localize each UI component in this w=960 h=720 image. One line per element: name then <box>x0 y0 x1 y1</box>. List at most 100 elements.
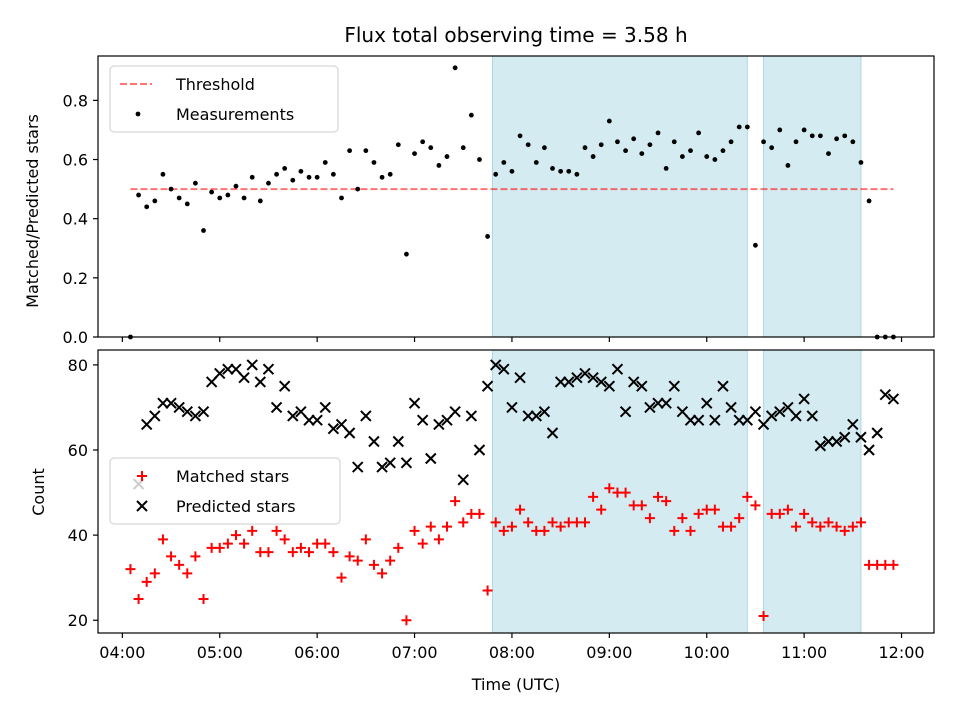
bottom-shaded-interval-2 <box>763 350 862 633</box>
predicted-marker <box>157 397 169 409</box>
predicted-marker <box>709 414 721 426</box>
top-y-axis-label: Matched/Predicted stars <box>23 114 42 308</box>
predicted-marker <box>319 401 331 414</box>
data-point <box>501 160 507 165</box>
predicted-marker <box>384 457 396 469</box>
matched-marker <box>401 615 412 626</box>
predicted-marker <box>603 380 616 392</box>
data-point <box>485 234 490 239</box>
data-point <box>615 139 620 145</box>
predicted-marker <box>636 380 648 392</box>
predicted-marker <box>587 371 599 384</box>
bottom-panel: Count Time (UTC) 20 40 60 80 04:00 05:00 06:00… <box>29 349 935 694</box>
data-point <box>306 174 312 180</box>
top-y-tick-label: 0.6 <box>63 151 88 170</box>
data-point <box>379 174 385 180</box>
predicted-marker <box>571 371 583 384</box>
bottom-y-tick-label: 20 <box>68 611 88 630</box>
matched-marker <box>726 521 737 532</box>
predicted-marker <box>449 405 461 418</box>
bottom-shaded-interval-1 <box>491 350 748 633</box>
x-tick-label: 05:00 <box>197 643 243 662</box>
matched-marker <box>214 542 225 553</box>
matched-marker <box>157 534 168 545</box>
data-point <box>817 133 823 139</box>
chart-title: Flux total observing time = 3.58 h <box>344 23 687 47</box>
predicted-marker <box>303 414 315 426</box>
matched-marker <box>182 568 193 579</box>
data-point <box>233 183 239 189</box>
matched-marker <box>125 564 136 575</box>
data-point <box>850 139 856 145</box>
top-y-tick-label: 0.8 <box>63 91 88 110</box>
matched-marker <box>782 504 793 515</box>
bottom-plot-area <box>491 350 862 633</box>
data-point <box>477 157 482 162</box>
data-point <box>720 148 726 154</box>
matched-marker <box>588 491 599 502</box>
data-point <box>176 195 182 201</box>
legend-predicted-stars-label: Predicted stars <box>176 497 296 516</box>
predicted-marker <box>644 401 656 414</box>
predicted-marker <box>498 363 510 375</box>
predicted-marker <box>270 401 283 414</box>
predicted-marker <box>238 371 250 384</box>
data-point <box>201 228 206 233</box>
data-point <box>460 145 466 151</box>
data-point <box>679 154 685 159</box>
data-point <box>793 139 799 145</box>
predicted-marker <box>254 376 267 388</box>
matched-marker <box>823 517 834 528</box>
top-shaded-interval-2 <box>763 56 862 337</box>
predicted-marker <box>473 444 486 456</box>
matched-marker <box>230 530 241 541</box>
data-point <box>241 195 247 201</box>
data-point <box>314 174 320 180</box>
data-point <box>225 192 231 198</box>
predicted-marker <box>514 371 526 384</box>
matched-marker <box>174 559 185 570</box>
matched-marker <box>579 517 590 528</box>
predicted-marker <box>579 367 591 380</box>
data-point <box>347 148 353 154</box>
matched-marker <box>149 568 160 579</box>
predicted-marker <box>806 410 818 422</box>
matched-marker <box>442 521 453 532</box>
data-point <box>631 136 637 142</box>
matched-marker <box>685 525 696 536</box>
data-point <box>704 154 710 159</box>
matched-marker <box>506 521 517 532</box>
matched-marker <box>498 525 509 536</box>
top-plot-area <box>130 56 894 337</box>
predicted-marker <box>278 380 291 392</box>
predicted-marker <box>652 397 664 409</box>
matched-marker <box>490 517 501 528</box>
matched-marker <box>555 521 566 532</box>
predicted-marker <box>538 405 551 418</box>
predicted-marker <box>433 418 445 431</box>
data-point <box>420 139 426 145</box>
data-point <box>777 127 783 133</box>
data-point <box>590 154 596 159</box>
data-point <box>136 192 141 198</box>
matched-marker <box>271 525 282 536</box>
top-y-tick-label: 0.2 <box>63 269 88 288</box>
data-point <box>371 160 377 165</box>
data-point <box>184 201 190 207</box>
matched-marker <box>287 547 298 558</box>
predicted-marker <box>563 376 575 388</box>
data-point <box>330 171 336 177</box>
matched-marker <box>263 547 274 558</box>
data-point <box>290 177 296 183</box>
matched-marker <box>693 508 704 519</box>
data-point <box>298 168 304 174</box>
bottom-y-tick-label: 40 <box>68 526 88 545</box>
predicted-marker <box>173 401 185 414</box>
predicted-marker <box>522 410 534 422</box>
predicted-marker <box>749 405 762 418</box>
data-point <box>809 133 815 139</box>
matched-marker <box>831 521 842 532</box>
legend-measurements-swatch <box>135 111 141 117</box>
data-point <box>339 195 344 201</box>
data-point <box>866 198 872 204</box>
